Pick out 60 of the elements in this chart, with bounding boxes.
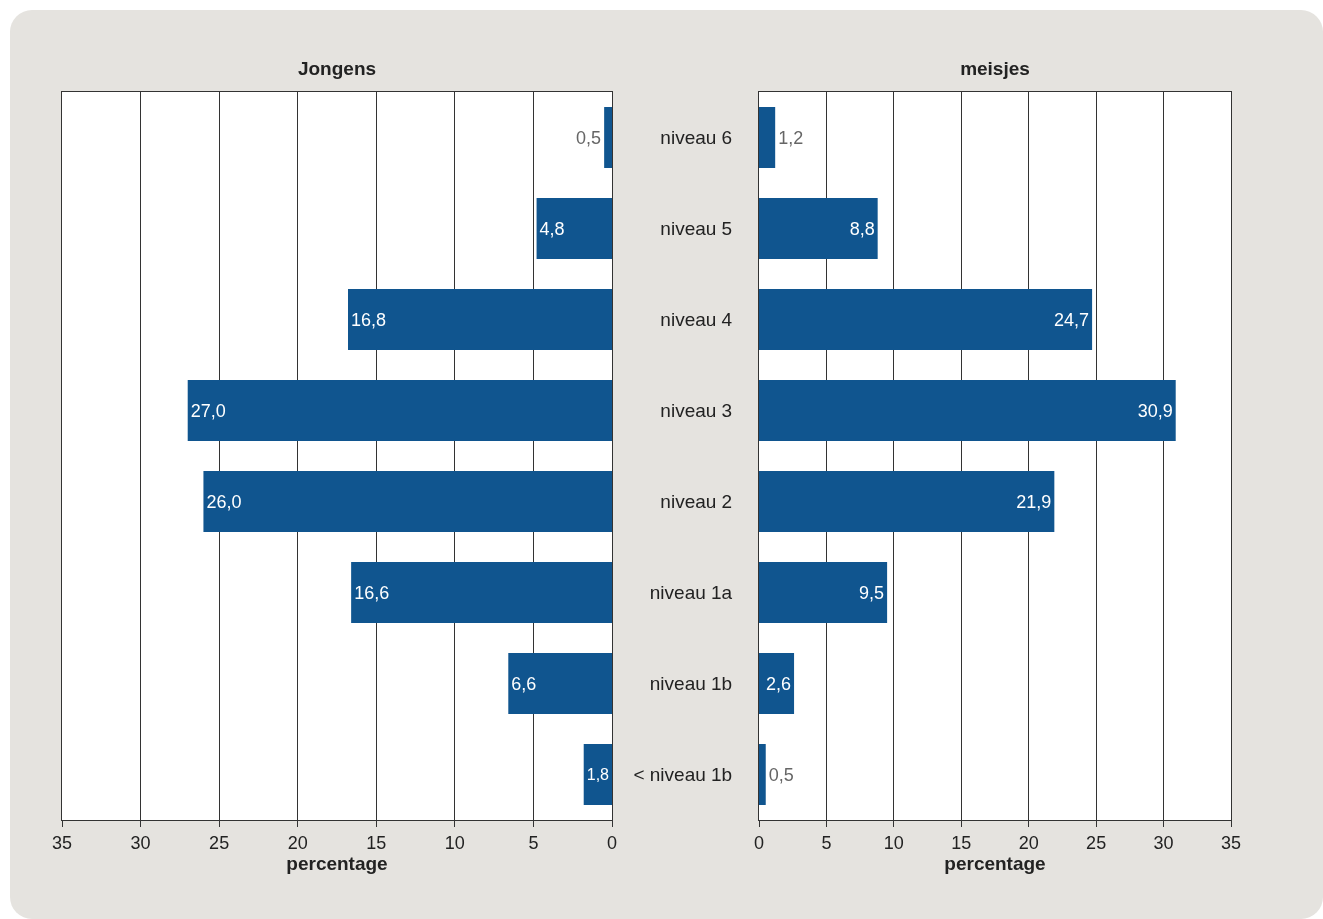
bar bbox=[187, 380, 612, 441]
data-label: 6,6 bbox=[511, 673, 537, 694]
bar bbox=[759, 289, 1093, 350]
bar bbox=[508, 653, 612, 714]
data-label: 1,8 bbox=[586, 764, 610, 783]
y-tick-label: < niveau 1b bbox=[633, 764, 733, 786]
x-tick-label: 20 bbox=[287, 832, 308, 853]
data-label: 9,5 bbox=[859, 582, 885, 603]
data-label: 4,8 bbox=[539, 218, 565, 239]
data-label: 24,7 bbox=[1054, 309, 1090, 330]
x-tick-label: 30 bbox=[1153, 832, 1174, 853]
x-tick-label: 15 bbox=[366, 832, 387, 853]
chart-title: Jongens bbox=[297, 57, 377, 79]
data-label: 2,6 bbox=[766, 673, 792, 694]
bar bbox=[348, 289, 612, 350]
x-tick-label: 10 bbox=[444, 832, 465, 853]
x-axis-title: percentage bbox=[944, 852, 1046, 874]
x-tick-label: 20 bbox=[1018, 832, 1039, 853]
data-label: 21,9 bbox=[1016, 491, 1052, 512]
x-tick-label: 35 bbox=[1220, 832, 1242, 853]
data-label: 27,0 bbox=[190, 400, 226, 421]
bar bbox=[759, 198, 878, 259]
y-tick-label: niveau 3 bbox=[660, 400, 733, 422]
data-label: 0,5 bbox=[768, 764, 794, 785]
x-tick-label: 25 bbox=[209, 832, 230, 853]
bar bbox=[759, 380, 1176, 441]
data-label: 1,2 bbox=[778, 127, 804, 148]
chart-title: meisjes bbox=[960, 57, 1030, 79]
bar bbox=[759, 562, 888, 623]
x-tick-label: 25 bbox=[1086, 832, 1107, 853]
data-label: 26,0 bbox=[206, 491, 242, 512]
x-tick-label: 0 bbox=[606, 832, 618, 853]
data-label: 0,5 bbox=[576, 127, 602, 148]
bar bbox=[759, 471, 1055, 532]
bar bbox=[203, 471, 612, 532]
data-label: 30,9 bbox=[1137, 400, 1173, 421]
bar bbox=[759, 653, 795, 714]
bar bbox=[604, 107, 612, 168]
bar bbox=[351, 562, 612, 623]
y-tick-label: niveau 1a bbox=[649, 582, 733, 604]
x-tick-label: 10 bbox=[883, 832, 904, 853]
x-tick-label: 35 bbox=[51, 832, 73, 853]
bar bbox=[759, 744, 766, 805]
data-label: 8,8 bbox=[849, 218, 875, 239]
bar bbox=[583, 744, 612, 805]
x-tick-label: 5 bbox=[821, 832, 832, 853]
y-tick-label: niveau 1b bbox=[649, 673, 733, 695]
data-label: 16,8 bbox=[351, 309, 387, 330]
x-tick-label: 5 bbox=[528, 832, 539, 853]
data-label: 16,6 bbox=[354, 582, 390, 603]
y-tick-label: niveau 5 bbox=[660, 218, 733, 240]
x-tick-label: 0 bbox=[753, 832, 765, 853]
y-tick-label: niveau 2 bbox=[660, 491, 733, 513]
x-axis-title: percentage bbox=[286, 852, 388, 874]
y-tick-label: niveau 4 bbox=[660, 309, 733, 331]
bar bbox=[536, 198, 612, 259]
y-tick-label: niveau 6 bbox=[660, 127, 733, 149]
x-tick-label: 15 bbox=[951, 832, 972, 853]
bar bbox=[759, 107, 776, 168]
x-tick-label: 30 bbox=[130, 832, 151, 853]
